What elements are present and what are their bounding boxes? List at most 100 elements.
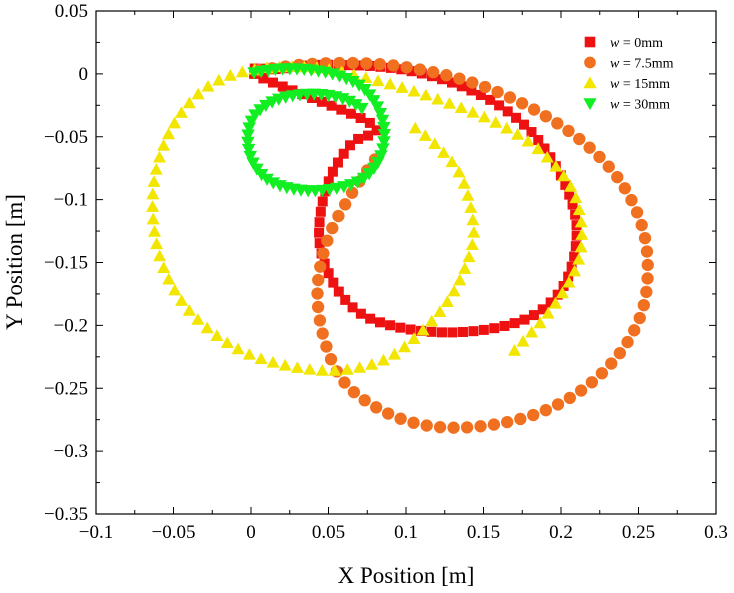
- data-point: [442, 96, 456, 109]
- data-point: [635, 218, 648, 232]
- data-point: [311, 287, 324, 300]
- data-point: [574, 240, 588, 253]
- data-point: [637, 298, 650, 312]
- data-point: [613, 346, 626, 360]
- data-point: [146, 212, 160, 225]
- data-point: [611, 170, 624, 184]
- data-point: [539, 110, 552, 123]
- data-point: [557, 169, 571, 182]
- data-point: [549, 159, 563, 172]
- data-point: [418, 129, 432, 141]
- data-point: [503, 91, 517, 104]
- data-point: [323, 176, 334, 187]
- data-point: [462, 250, 476, 263]
- data-point: [354, 60, 365, 71]
- data-point: [153, 249, 167, 262]
- data-point: [563, 391, 576, 405]
- data-point: [316, 96, 327, 107]
- data-point: [567, 199, 578, 210]
- data-point: [210, 329, 224, 341]
- legend-label: w = 0mm: [610, 36, 663, 51]
- data-point: [387, 347, 401, 360]
- data-point: [367, 95, 381, 108]
- data-point: [527, 103, 541, 116]
- series-0: [249, 59, 582, 338]
- data-point: [628, 324, 641, 337]
- data-point: [464, 201, 478, 213]
- data-point: [515, 97, 529, 110]
- data-point: [433, 305, 447, 317]
- data-point: [494, 100, 505, 111]
- data-point: [312, 273, 325, 287]
- data-point: [440, 295, 454, 307]
- data-point: [347, 302, 358, 313]
- data-point: [548, 296, 562, 309]
- data-point: [467, 225, 481, 238]
- legend-marker: [584, 36, 596, 48]
- data-point: [266, 355, 280, 368]
- data-point: [474, 420, 487, 433]
- data-point: [326, 221, 339, 235]
- data-point: [328, 277, 339, 288]
- data-point: [168, 116, 182, 129]
- data-point: [315, 206, 326, 217]
- x-tick-label: 0.2: [549, 522, 573, 543]
- data-point: [317, 196, 328, 207]
- data-point: [314, 217, 325, 228]
- x-tick-label: 0.15: [467, 522, 500, 543]
- legend-label: w = 30mm: [610, 98, 670, 113]
- data-point: [446, 77, 457, 88]
- data-point: [501, 415, 514, 429]
- data-point: [398, 340, 412, 353]
- data-point: [585, 376, 599, 389]
- data-point: [363, 130, 374, 141]
- data-point: [243, 150, 258, 164]
- data-point: [419, 88, 433, 101]
- data-point: [355, 113, 366, 124]
- x-tick-label: 0.3: [704, 522, 728, 543]
- data-point: [539, 403, 552, 417]
- data-point: [573, 132, 586, 146]
- data-point: [564, 189, 575, 200]
- series-2: [146, 60, 589, 376]
- ticks-layer: −0.1 −0.05 0 0.05 0.1 0.15 0.2 0.25 0.3 0.05 0 −0.0…: [44, 1, 728, 543]
- data-point: [489, 115, 503, 128]
- data-point: [519, 119, 530, 130]
- data-point: [405, 324, 416, 335]
- data-point: [333, 56, 346, 70]
- data-point: [241, 129, 255, 142]
- data-point: [307, 92, 318, 103]
- data-point: [502, 106, 513, 117]
- data-point: [370, 401, 383, 414]
- data-point: [511, 128, 525, 140]
- data-point: [146, 187, 160, 200]
- data-point: [540, 150, 554, 163]
- data-point: [320, 340, 333, 353]
- data-point: [385, 320, 396, 331]
- data-point: [500, 121, 514, 134]
- data-point: [223, 68, 237, 81]
- data-point: [555, 286, 569, 299]
- data-point: [324, 353, 338, 366]
- data-point: [338, 198, 352, 211]
- data-point: [533, 135, 544, 146]
- data-point: [640, 245, 654, 258]
- y-tick-label: −0.15: [44, 253, 88, 274]
- data-point: [370, 101, 385, 114]
- data-point: [460, 421, 474, 434]
- data-point: [303, 362, 317, 375]
- data-point: [564, 180, 578, 192]
- data-point: [376, 353, 390, 366]
- legend-marker: [583, 98, 597, 111]
- data-point: [191, 87, 205, 100]
- y-tick-label: −0.3: [54, 441, 88, 462]
- data-point: [570, 241, 581, 252]
- data-point: [327, 166, 338, 177]
- data-point: [408, 121, 422, 134]
- data-point: [618, 182, 632, 195]
- data-point: [290, 361, 304, 373]
- x-tick-label: −0.1: [79, 522, 113, 543]
- data-point: [406, 66, 417, 77]
- data-point: [539, 143, 550, 154]
- data-point: [235, 65, 249, 78]
